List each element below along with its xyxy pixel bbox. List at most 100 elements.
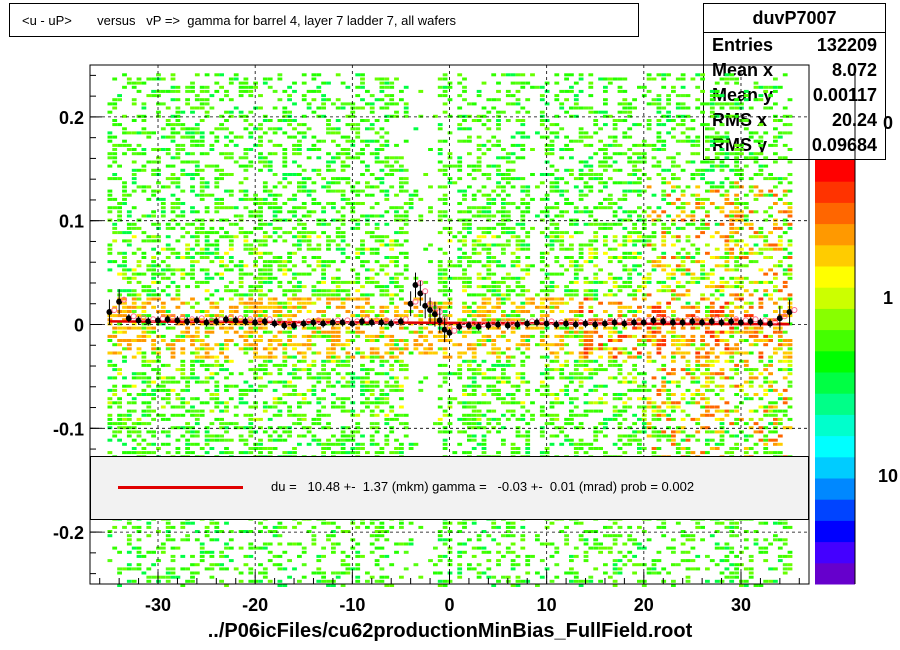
heatmap-cell	[350, 330, 356, 334]
heatmap-cell	[442, 438, 448, 442]
heatmap-cell	[554, 301, 560, 305]
heatmap-cell	[151, 280, 156, 284]
heatmap-cell	[204, 355, 210, 359]
heatmap-cell	[588, 334, 594, 338]
heatmap-cell	[267, 405, 273, 409]
heatmap-cell	[486, 417, 492, 421]
heatmap-cell	[345, 297, 351, 301]
heatmap-cell	[539, 310, 545, 313]
heatmap-cell	[549, 139, 555, 143]
heatmap-cell	[335, 280, 341, 284]
heatmap-cell	[141, 318, 147, 322]
heatmap-cell	[117, 550, 122, 554]
heatmap-cell	[593, 152, 599, 156]
heatmap-cell	[297, 222, 302, 226]
heatmap-cell	[194, 226, 200, 230]
heatmap-cell	[418, 314, 424, 318]
heatmap-cell	[297, 239, 302, 243]
heatmap-cell	[549, 297, 555, 301]
heatmap-cell	[146, 567, 152, 571]
heatmap-cell	[228, 438, 234, 442]
heatmap-cell	[588, 310, 594, 313]
heatmap-cell	[141, 106, 147, 110]
heatmap-cell	[486, 206, 492, 210]
heatmap-cell	[491, 293, 497, 297]
heatmap-cell	[321, 368, 326, 372]
heatmap-cell	[262, 119, 268, 122]
heatmap-cell	[199, 168, 205, 172]
heatmap-cell	[389, 417, 395, 421]
heatmap-cell	[122, 202, 127, 205]
heatmap-cell	[170, 85, 176, 89]
heatmap-cell	[569, 289, 574, 293]
heatmap-cell	[170, 538, 176, 542]
heatmap-cell	[559, 106, 565, 110]
heatmap-cell	[151, 550, 156, 554]
heatmap-cell	[107, 102, 113, 106]
heatmap-cell	[467, 135, 472, 139]
heatmap-cell	[326, 243, 331, 247]
heatmap-cell	[190, 297, 195, 301]
heatmap-cell	[185, 579, 190, 583]
heatmap-cell	[384, 94, 390, 98]
heatmap-cell	[219, 322, 224, 326]
heatmap-cell	[525, 343, 531, 347]
heatmap-cell	[564, 110, 569, 114]
heatmap-cell	[301, 114, 307, 118]
heatmap-cell	[471, 177, 477, 181]
heatmap-cell	[554, 397, 560, 401]
heatmap-cell	[462, 305, 467, 309]
heatmap-cell	[209, 305, 215, 309]
heatmap-cell	[369, 442, 375, 446]
heatmap-cell	[224, 447, 229, 450]
heatmap-cell	[262, 114, 268, 118]
heatmap-cell	[573, 177, 579, 181]
heatmap-cell	[569, 89, 574, 93]
heatmap-cell	[243, 148, 249, 151]
heatmap-cell	[486, 310, 492, 313]
heatmap-cell	[520, 81, 526, 85]
heatmap-cell	[544, 264, 550, 268]
heatmap-cell	[573, 571, 579, 575]
heatmap-cell	[126, 563, 132, 567]
heatmap-cell	[219, 363, 224, 367]
heatmap-cell	[282, 430, 288, 434]
heatmap-cell	[316, 409, 322, 413]
heatmap-cell	[384, 173, 390, 176]
heatmap-cell	[151, 94, 156, 98]
heatmap-cell	[588, 177, 594, 181]
heatmap-cell	[447, 114, 453, 118]
heatmap-cell	[331, 530, 336, 533]
heatmap-cell	[112, 384, 118, 388]
heatmap-cell	[583, 409, 589, 413]
heatmap-cell	[326, 152, 331, 156]
heatmap-cell	[360, 442, 365, 446]
heatmap-cell	[272, 202, 278, 205]
heatmap-cell	[136, 89, 142, 93]
heatmap-cell	[355, 127, 361, 131]
heatmap-cell	[539, 218, 545, 222]
heatmap-cell	[214, 343, 220, 347]
heatmap-cell	[190, 185, 195, 189]
heatmap-cell	[243, 231, 249, 235]
heatmap-cell	[287, 334, 292, 338]
heatmap-cell	[496, 525, 501, 529]
heatmap-cell	[141, 185, 147, 189]
heatmap-cell	[335, 355, 341, 359]
heatmap-cell	[141, 310, 147, 313]
heatmap-cell	[505, 546, 511, 550]
heatmap-cell	[301, 98, 307, 102]
heatmap-cell	[170, 343, 176, 347]
heatmap-cell	[544, 206, 550, 210]
heatmap-cell	[297, 368, 302, 372]
heatmap-cell	[243, 81, 249, 85]
heatmap-cell	[282, 260, 288, 264]
heatmap-cell	[569, 438, 574, 442]
heatmap-cell	[282, 363, 288, 367]
heatmap-cell	[355, 181, 361, 185]
heatmap-cell	[306, 89, 312, 93]
heatmap-cell	[462, 401, 467, 405]
heatmap-cell	[467, 330, 472, 334]
heatmap-cell	[389, 347, 395, 351]
heatmap-cell	[282, 110, 288, 114]
